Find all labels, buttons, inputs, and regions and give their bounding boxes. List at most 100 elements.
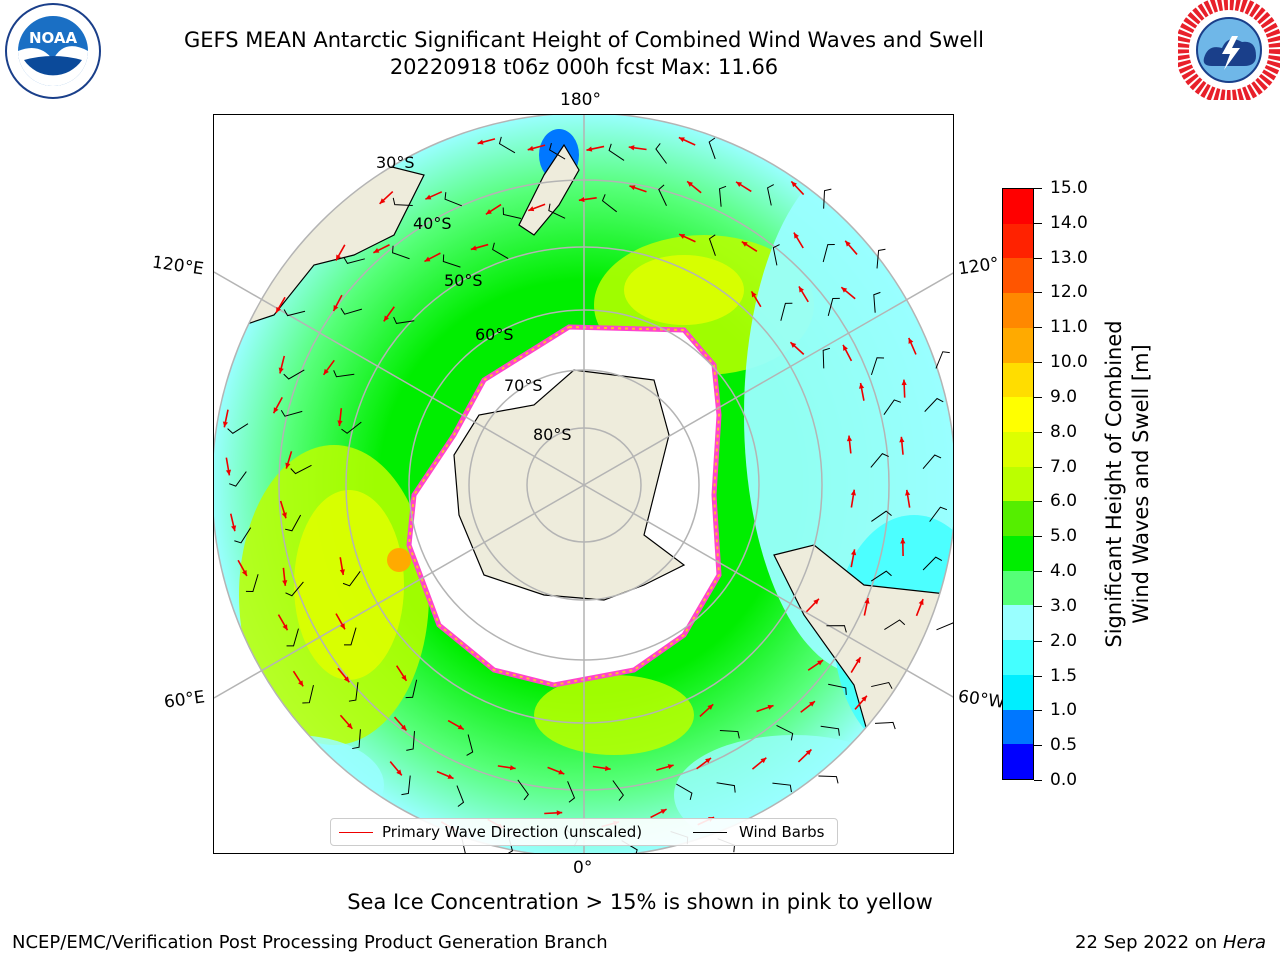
wave-arrow-head bbox=[401, 674, 407, 681]
colorbar-tick bbox=[1034, 362, 1042, 364]
wave-arrow-head bbox=[373, 248, 380, 253]
wave-arrow-head bbox=[736, 181, 743, 187]
graticule bbox=[214, 115, 953, 853]
wind-barb bbox=[405, 679, 418, 699]
wave-arrow-head bbox=[899, 436, 905, 443]
wind-barb bbox=[718, 185, 727, 207]
high-wave-region-atlantic bbox=[534, 675, 694, 755]
wind-barb bbox=[870, 357, 885, 376]
wave-direction-arrows bbox=[222, 136, 924, 832]
wave-arrow-head bbox=[333, 305, 339, 312]
wind-barb bbox=[883, 399, 902, 415]
nws-logo bbox=[1178, 0, 1280, 100]
wind-barb bbox=[936, 622, 953, 631]
wave-arrow-head bbox=[629, 185, 636, 191]
colorbar-tick-label: 1.0 bbox=[1050, 700, 1078, 721]
colorbar bbox=[1002, 188, 1034, 780]
wind-barb bbox=[444, 192, 462, 207]
wave-arrow-head bbox=[396, 769, 402, 776]
run-machine: Hera bbox=[1222, 932, 1266, 953]
lat-label-70s: 70°S bbox=[504, 376, 543, 395]
colorbar-tick bbox=[1034, 222, 1042, 224]
wind-barb bbox=[776, 725, 794, 741]
wind-barb bbox=[492, 242, 509, 260]
new-zealand-land bbox=[518, 143, 580, 236]
lat-label-80s: 80°S bbox=[533, 425, 572, 444]
polar-map bbox=[214, 115, 953, 853]
wind-barb bbox=[935, 351, 950, 369]
wind-barb bbox=[498, 136, 516, 154]
wave-arrow-head bbox=[298, 680, 304, 687]
wave-arrow-head bbox=[845, 240, 851, 247]
wave-arrow-head bbox=[383, 315, 390, 322]
colorbar-tick bbox=[1034, 501, 1042, 503]
wave-arrow-head bbox=[813, 598, 819, 605]
colorbar-tick bbox=[1034, 780, 1042, 781]
wind-barb bbox=[341, 421, 362, 434]
wind-barb bbox=[828, 683, 847, 695]
wind-barb bbox=[655, 143, 667, 164]
wave-arrow-head bbox=[241, 569, 247, 576]
wind-barb bbox=[392, 197, 413, 207]
wave-arrow-head bbox=[339, 623, 345, 630]
wave-arrow-head bbox=[285, 462, 291, 469]
colorbar-tick-label: 5.0 bbox=[1050, 526, 1078, 547]
wave-arrow-head bbox=[477, 139, 484, 145]
wave-arrow-head bbox=[527, 145, 534, 151]
wind-barb bbox=[719, 729, 740, 739]
colorbar-label-line2: Wind Waves and Swell [m] bbox=[1129, 344, 1153, 624]
lon-label-180: 180° bbox=[560, 90, 601, 110]
colorbar-tick bbox=[1034, 640, 1042, 642]
colorbar-tick-label: 7.0 bbox=[1050, 456, 1078, 477]
wind-barb bbox=[442, 254, 461, 268]
wind-barb bbox=[876, 248, 886, 269]
colorbar-tick-label: 8.0 bbox=[1050, 421, 1078, 442]
wave-arrow-head bbox=[528, 206, 535, 212]
wind-barb bbox=[822, 244, 835, 263]
colorbar-tick-label: 3.0 bbox=[1050, 595, 1078, 616]
colorbar-tick bbox=[1034, 571, 1042, 573]
lat-label-30s: 30°S bbox=[376, 153, 415, 172]
wave-arrow-head bbox=[791, 181, 797, 188]
lon-label-0: 0° bbox=[573, 858, 593, 878]
colorbar-tick-label: 4.0 bbox=[1050, 561, 1078, 582]
colorbar-tick-label: 0.0 bbox=[1050, 770, 1078, 790]
wave-arrow-head bbox=[400, 724, 407, 731]
wind-barb bbox=[870, 570, 892, 582]
colorbar-tick bbox=[1034, 605, 1042, 607]
wave-arrow-head bbox=[705, 757, 712, 764]
wave-arrow-head bbox=[447, 773, 454, 779]
wave-arrow-head bbox=[741, 241, 748, 247]
wave-arrow-head bbox=[586, 146, 593, 152]
wave-arrow-head bbox=[225, 469, 232, 476]
wind-barb bbox=[884, 619, 906, 631]
colorbar-segment bbox=[1003, 640, 1033, 675]
wind-barb bbox=[601, 194, 618, 213]
colorbar-tick bbox=[1034, 257, 1042, 259]
wind-barb bbox=[290, 464, 312, 475]
chart-subtitle: 20220918 t06z 000h fcst Max: 11.66 bbox=[389, 55, 779, 79]
wind-barb bbox=[708, 234, 716, 256]
wave-arrow-head bbox=[809, 701, 815, 707]
chart-title: GEFS MEAN Antarctic Significant Height o… bbox=[183, 28, 985, 52]
map-panel bbox=[213, 114, 954, 854]
colorbar-tick bbox=[1034, 431, 1042, 433]
wind-barb bbox=[676, 783, 693, 800]
colorbar-tick-label: 13.0 bbox=[1050, 247, 1088, 268]
wind-barb bbox=[708, 137, 716, 160]
wind-barb bbox=[780, 302, 793, 321]
colorbar-segment bbox=[1003, 223, 1033, 259]
wind-barb bbox=[340, 307, 363, 315]
wind-barb bbox=[929, 506, 948, 522]
wind-barb bbox=[342, 570, 361, 587]
wave-arrow-head bbox=[861, 695, 867, 702]
wind-barb bbox=[772, 244, 780, 266]
colorbar-tick-label: 1.5 bbox=[1050, 665, 1078, 686]
wind-barb bbox=[820, 725, 840, 736]
wave-arrow-head bbox=[850, 489, 856, 496]
colorbar-tick-label: 10.0 bbox=[1050, 352, 1088, 373]
wind-barb bbox=[245, 574, 259, 592]
colorbar-segment bbox=[1003, 501, 1033, 537]
wave-arrow-head bbox=[905, 489, 911, 496]
wind-barb bbox=[658, 184, 667, 206]
